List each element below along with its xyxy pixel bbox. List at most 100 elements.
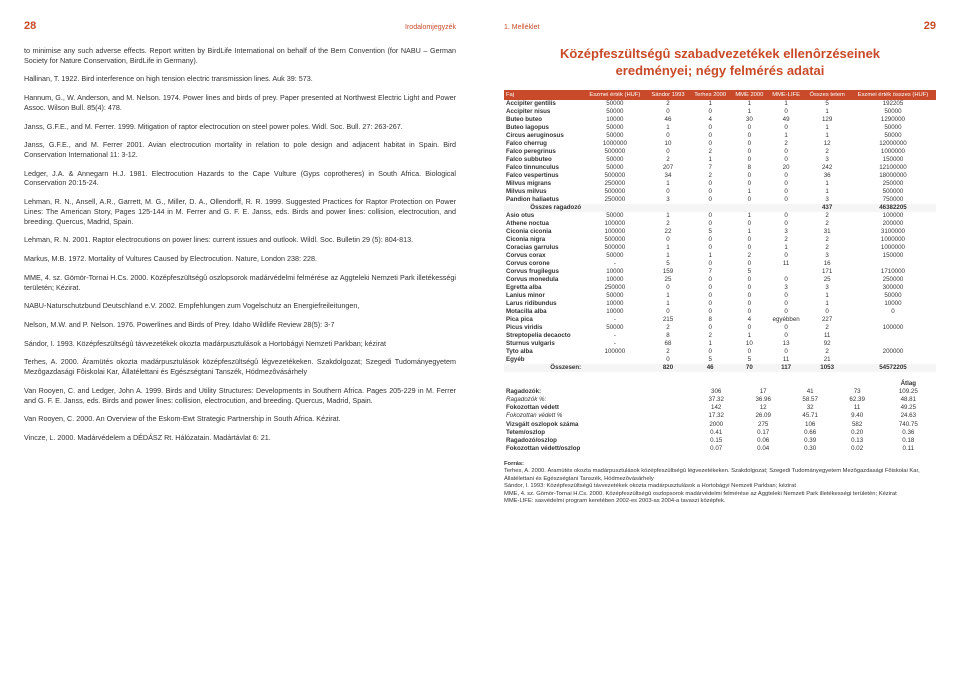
summary-table: ÁtlagRagadozók:306174173109.25Ragadozók … (504, 380, 936, 453)
table-cell: 1 (731, 188, 768, 196)
table-row: Circus aeruginosus500000001150000 (504, 132, 936, 140)
table-cell: 5 (804, 100, 850, 108)
table-row: Picus viridis5000020002100000 (504, 324, 936, 332)
table-cell: 21 (804, 356, 850, 364)
table-cell: 250000 (850, 276, 936, 284)
table-cell: 0 (731, 140, 768, 148)
table-cell (731, 204, 768, 212)
table-cell: 0 (647, 356, 690, 364)
table-cell: 0 (731, 308, 768, 316)
summary-cell: 45.71 (787, 412, 834, 420)
table-cell: 1 (731, 108, 768, 116)
summary-cell: Vizsgált oszlopok száma (504, 421, 693, 429)
table-cell: 0 (731, 260, 768, 268)
summary-cell: 142 (693, 404, 740, 412)
table-cell: 3 (804, 156, 850, 164)
summary-row: Tetem/oszlop0.410.170.660.200.36 (504, 429, 936, 437)
table-cell: 50000 (583, 108, 646, 116)
table-cell: 8 (689, 316, 730, 324)
summary-cell: 62.39 (834, 396, 881, 404)
bibliography-entry: Nelson, M.W. and P. Nelson. 1976. Powerl… (24, 320, 456, 330)
summary-cell: 0.07 (693, 445, 740, 453)
summary-cell: 0.02 (834, 445, 881, 453)
summary-cell: 24.63 (881, 412, 936, 420)
table-cell: Ciconia nigra (504, 236, 583, 244)
table-title: Középfeszültségû szabadvezetékek ellenôr… (504, 46, 936, 80)
summary-cell: Átlag (881, 380, 936, 388)
table-cell: 0 (731, 172, 768, 180)
table-cell: 300000 (850, 284, 936, 292)
table-cell: 0 (647, 308, 690, 316)
source-block: Forrás:Terhes, A. 2000. Áramütés okozta … (504, 461, 936, 506)
table-cell: 1 (804, 300, 850, 308)
table-cell: 1000000 (850, 236, 936, 244)
table-cell: 250000 (583, 180, 646, 188)
table-cell: 0 (731, 124, 768, 132)
table-header-cell: MME-LIFE (768, 90, 805, 100)
table-body: Accipiter gentilis5000021115192205Accipi… (504, 100, 936, 372)
table-row: Streptopelia decaocto-821011 (504, 332, 936, 340)
table-cell: 10000 (583, 300, 646, 308)
table-cell: 0 (731, 220, 768, 228)
table-cell: 25 (804, 276, 850, 284)
table-cell: 0 (768, 308, 805, 316)
table-cell: 500000 (583, 172, 646, 180)
table-cell: Corvus corax (504, 252, 583, 260)
table-cell: 11 (768, 356, 805, 364)
table-cell: 5 (731, 356, 768, 364)
bibliography-entry: Vincze, L. 2000. Madárvédelem a DÉDÁSZ R… (24, 433, 456, 443)
table-cell: 2 (689, 332, 730, 340)
table-cell: 0 (768, 196, 805, 204)
table-cell: 31 (804, 228, 850, 236)
table-cell: 207 (647, 164, 690, 172)
table-cell: Falco subbuteo (504, 156, 583, 164)
summary-cell: 2000 (693, 421, 740, 429)
table-cell: 2 (647, 348, 690, 356)
table-cell: 100000 (583, 228, 646, 236)
summary-cell: 109.25 (881, 388, 936, 396)
table-cell: Larus ridibundus (504, 300, 583, 308)
table-cell: 50000 (850, 292, 936, 300)
table-row: Asio otus5000010102100000 (504, 212, 936, 220)
bibliography-entry: Ledger, J.A. & Annegarn H.J. 1981. Elect… (24, 169, 456, 188)
summary-cell (834, 380, 881, 388)
table-cell: 100000 (850, 324, 936, 332)
table-cell: 2 (768, 236, 805, 244)
table-row: Összes ragadozó43746382205 (504, 204, 936, 212)
table-cell: 2 (689, 148, 730, 156)
table-cell: 0 (731, 300, 768, 308)
source-line: Terhes, A. 2000. Áramütés okozta madárpu… (504, 468, 936, 483)
table-cell: 11 (804, 332, 850, 340)
table-cell (850, 260, 936, 268)
table-cell: Pandion haliaetus (504, 196, 583, 204)
table-cell: 0 (689, 276, 730, 284)
table-cell: 68 (647, 340, 690, 348)
summary-cell: 26.09 (740, 412, 787, 420)
table-cell: 1 (731, 212, 768, 220)
table-cell: 200000 (850, 348, 936, 356)
table-cell: Falco peregrinus (504, 148, 583, 156)
summary-cell: 306 (693, 388, 740, 396)
table-cell: 10 (731, 340, 768, 348)
page-section-label: 1. Melléklet (504, 24, 539, 31)
table-cell: 750000 (850, 196, 936, 204)
table-cell: 159 (647, 268, 690, 276)
summary-cell: 0.11 (881, 445, 936, 453)
title-line-1: Középfeszültségû szabadvezetékek ellenôr… (560, 46, 880, 61)
table-cell: 50000 (583, 324, 646, 332)
table-row: Ciconia ciconia10000022513313100000 (504, 228, 936, 236)
page-section-label: Irodalomjegyzék (405, 24, 456, 31)
summary-row: Ragadozó/oszlop0.150.060.390.130.18 (504, 437, 936, 445)
summary-cell: 0.66 (787, 429, 834, 437)
title-line-2: eredményei; négy felmérés adatai (616, 63, 825, 78)
table-cell: 1 (647, 300, 690, 308)
bibliography-entry: to minimise any such adverse effects. Re… (24, 46, 456, 65)
summary-cell: 73 (834, 388, 881, 396)
table-cell: 46 (647, 116, 690, 124)
table-cell (768, 204, 805, 212)
summary-cell: 41 (787, 388, 834, 396)
table-cell: 0 (689, 124, 730, 132)
table-cell: 0 (647, 284, 690, 292)
table-cell: 0 (850, 308, 936, 316)
page-left: 28 Irodalomjegyzék to minimise any such … (0, 0, 480, 684)
